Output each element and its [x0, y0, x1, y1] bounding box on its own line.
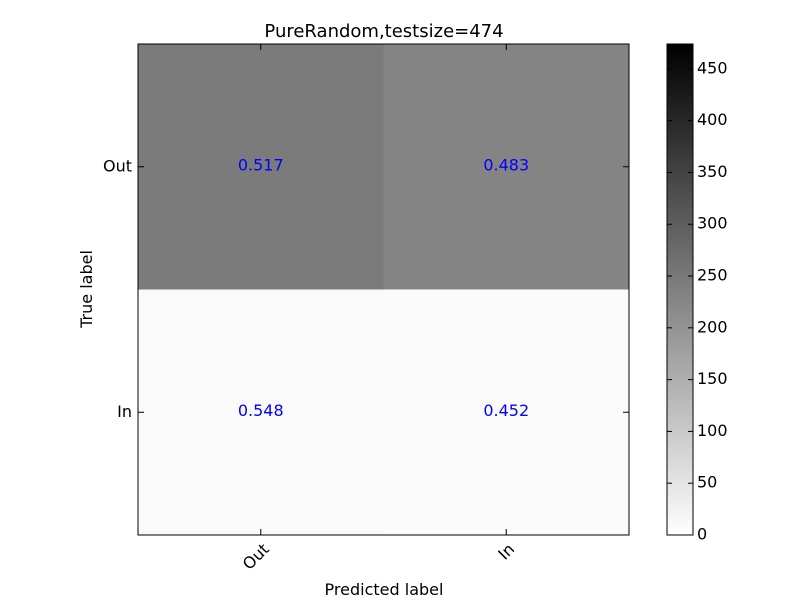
colorbar-tick-label: 100 — [697, 421, 728, 440]
y-tick-label: Out — [103, 156, 132, 175]
heatmap-cell — [138, 44, 384, 290]
colorbar-tick-label: 300 — [697, 214, 728, 233]
cell-value-label: 0.517 — [238, 155, 284, 174]
cell-value-label: 0.483 — [483, 155, 529, 174]
x-tick-label: Out — [239, 540, 273, 574]
heatmap-cell — [383, 44, 629, 290]
chart-title: PureRandom,testsize=474 — [264, 21, 503, 42]
plot-frame — [137, 43, 630, 536]
cell-annotations: 0.517 0.483 0.548 0.452 — [238, 155, 529, 420]
x-axis-label: Predicted label — [325, 580, 444, 599]
cell-value-label: 0.452 — [483, 401, 529, 420]
heatmap-cell — [138, 289, 384, 535]
heatmap-cells — [138, 44, 629, 535]
colorbar-tick-label: 0 — [697, 525, 707, 544]
y-axis-label: True label — [77, 250, 96, 329]
y-tick-labels: Out In — [103, 156, 132, 421]
cell-value-label: 0.548 — [238, 401, 284, 420]
colorbar-tick-label: 250 — [697, 266, 728, 285]
axis-ticks — [138, 44, 629, 535]
y-tick-label: In — [117, 402, 132, 421]
colorbar-ticks: 0 50 100 150 200 250 300 350 400 450 — [667, 58, 728, 544]
x-tick-label: In — [494, 540, 518, 564]
colorbar-tick-label: 450 — [697, 58, 728, 77]
x-tick-labels: Out In — [239, 540, 518, 574]
colorbar-tick-label: 350 — [697, 162, 728, 181]
colorbar-tick-label: 200 — [697, 317, 728, 336]
colorbar-tick-label: 400 — [697, 110, 728, 129]
colorbar-tick-label: 150 — [697, 369, 728, 388]
heatmap-cell — [383, 289, 629, 535]
colorbar-tick-label: 50 — [697, 473, 717, 492]
colorbar — [666, 43, 694, 536]
